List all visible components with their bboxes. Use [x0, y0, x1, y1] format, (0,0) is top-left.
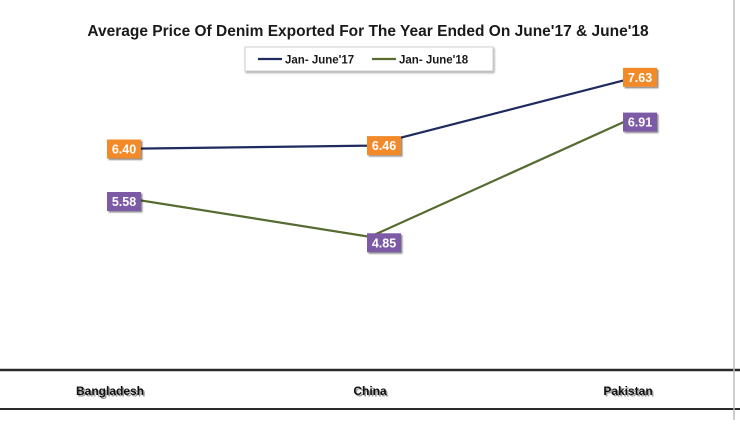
x-tick-label-text: Pakistan: [603, 384, 652, 398]
data-label-series-1-china: 6.46: [367, 136, 401, 156]
data-label-series-2-pakistan: 6.91: [623, 112, 657, 132]
x-tick-label-shadow: Bangladesh: [77, 386, 145, 400]
data-label-series-2-bangladesh: 5.58: [107, 192, 141, 211]
legend-box: [244, 46, 494, 72]
data-label-text: 6.46: [372, 139, 396, 153]
x-tick-label-shadow: Pakistan: [605, 386, 654, 400]
x-tick-label-text: China: [353, 384, 387, 398]
data-label-box: [107, 139, 141, 159]
chart-title: Average Price Of Denim Exported For The …: [87, 23, 649, 40]
series-layer: [109, 78, 629, 238]
legend-label-series-2: Jan- June'18: [399, 55, 469, 67]
data-label-text: 6.40: [112, 143, 136, 157]
data-label-text: 7.63: [628, 71, 652, 85]
data-label-box: [623, 67, 657, 87]
data-label-box: [107, 192, 141, 211]
data-label-box: [367, 136, 401, 156]
legend: Jan- June'17 Jan- June'18: [244, 46, 494, 72]
data-label-text: 4.85: [372, 236, 396, 250]
data-label-series-2-china: 4.85: [367, 233, 401, 253]
data-label-box: [623, 112, 657, 132]
x-tick-label-shadow: China: [355, 386, 389, 400]
x-tick-label-text: Bangladesh: [76, 384, 144, 398]
data-label-series-1-bangladesh: 6.40: [107, 139, 141, 159]
data-label-text: 5.58: [112, 195, 136, 209]
data-label-layer: 6.40 6.46 7.63 5.58 4.85 6.91: [107, 67, 657, 253]
legend-label-series-1: Jan- June'17: [285, 55, 354, 67]
data-label-text: 6.91: [628, 116, 652, 130]
data-label-series-1-pakistan: 7.63: [623, 67, 657, 87]
data-label-box: [367, 233, 401, 253]
